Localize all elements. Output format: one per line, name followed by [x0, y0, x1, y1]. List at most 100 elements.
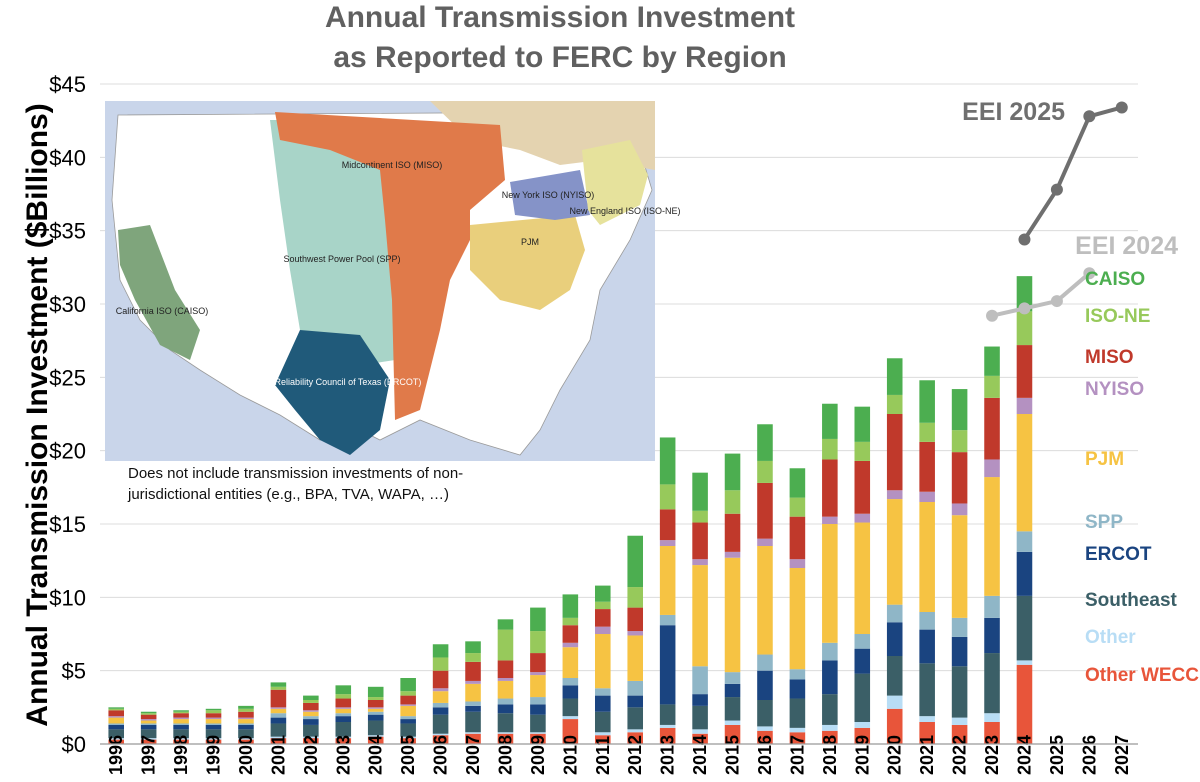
bar-segment [886, 695, 903, 709]
bar-segment [789, 497, 806, 517]
bar-segment [594, 688, 611, 696]
x-tick-label: 2024 [1014, 735, 1034, 775]
bar-segment [724, 672, 741, 684]
bar-segment [432, 670, 449, 689]
bar-segment [530, 607, 546, 632]
bar-segment [140, 738, 157, 740]
bar-segment [108, 717, 125, 724]
bar-segment [205, 723, 222, 725]
bar-segment [530, 672, 546, 676]
bar-segment [400, 716, 416, 720]
bar-segment [659, 625, 676, 705]
bar-segment [951, 503, 968, 516]
bar-segment [594, 634, 611, 689]
bar-segment [497, 733, 514, 744]
x-tick-label: 2015 [723, 735, 743, 775]
bar-segment [432, 702, 449, 708]
bar-segment [984, 375, 1000, 398]
bar-segment [724, 683, 741, 698]
projection-lines: EEI 2025 EEI 2024 [962, 98, 1178, 322]
series-label: Southeast [1085, 590, 1178, 611]
bar-segment [984, 722, 1000, 744]
bar-segment [400, 704, 416, 706]
bar-segment [140, 724, 157, 730]
series-line [991, 271, 1091, 318]
bar-segment [854, 406, 871, 442]
bar-segment [692, 559, 708, 566]
bar-segment [497, 713, 514, 733]
bar-segment [627, 695, 644, 708]
bar-segment [627, 587, 644, 608]
bar-segment [594, 609, 611, 627]
bar-segment [497, 660, 514, 678]
bar-segment [1016, 311, 1033, 346]
map-region-spp [270, 120, 395, 370]
bar-segment [205, 708, 222, 711]
bar-segment [757, 670, 773, 700]
bar-segment [854, 727, 871, 744]
bar-segment [1016, 660, 1033, 665]
bar-segment [1016, 276, 1033, 312]
line-point [1050, 295, 1063, 308]
bar-segment [919, 716, 935, 722]
bar-segment [659, 614, 676, 626]
series-label: ISO-NE [1085, 306, 1150, 327]
bar-segment [530, 631, 546, 654]
bar-segment [303, 719, 319, 725]
bar-segment [465, 653, 481, 662]
bar-segment [173, 719, 189, 724]
bar-segment [919, 502, 935, 612]
stacked-bars [108, 276, 1033, 744]
series-label: Other [1085, 627, 1136, 648]
bar-segment [724, 513, 741, 552]
bar-segment [530, 653, 546, 673]
bar-segment [400, 738, 416, 744]
bar-segment [822, 438, 838, 460]
bar-segment [140, 739, 157, 744]
bar-segment [1016, 551, 1033, 596]
bar-segment [659, 546, 676, 615]
bar-segment [659, 437, 676, 485]
bar-segment [367, 700, 384, 708]
bar-segment [822, 403, 838, 439]
bar-segment [140, 711, 157, 714]
bar-segment [432, 735, 449, 744]
bar-segment [465, 733, 481, 744]
bar-segment [822, 459, 838, 517]
chart-title-line-1: Annual Transmission Investment [325, 1, 795, 34]
x-tick-label: 1997 [139, 735, 159, 775]
bar-segment [465, 661, 481, 681]
bar-segment [432, 691, 449, 703]
bar-segment [886, 622, 903, 656]
bar-segment [270, 713, 287, 718]
bar-segment [1016, 397, 1033, 414]
bar-segment [270, 736, 287, 739]
bar-segment [789, 698, 806, 728]
x-tick-label: 2003 [333, 735, 353, 775]
bar-segment [140, 713, 157, 715]
bar-segment [984, 346, 1000, 376]
bar-segment [173, 717, 189, 720]
bar-segment [367, 714, 384, 721]
bar-segment [173, 724, 189, 730]
bar-segment [919, 380, 935, 423]
bar-segment [108, 707, 125, 709]
bar-segment [659, 727, 676, 744]
bar-segment [627, 729, 644, 733]
bar-segment [465, 711, 481, 733]
bar-segment [854, 441, 871, 461]
chart-note-line-1: Does not include transmission investment… [128, 465, 463, 482]
bar-segment [205, 713, 222, 718]
x-tick-label: 2000 [236, 735, 256, 775]
map-label-caiso: California ISO (CAISO) [116, 306, 209, 316]
bar-segment [205, 738, 222, 740]
bar-segment [367, 720, 384, 736]
bar-segment [886, 490, 903, 500]
series-line [1022, 105, 1123, 241]
x-tick-label: 2005 [398, 735, 418, 775]
bar-segment [951, 666, 968, 718]
bar-segment [789, 679, 806, 699]
x-tick-label: 2016 [755, 735, 775, 775]
bar-segment [173, 713, 189, 718]
bar-segment [659, 540, 676, 546]
